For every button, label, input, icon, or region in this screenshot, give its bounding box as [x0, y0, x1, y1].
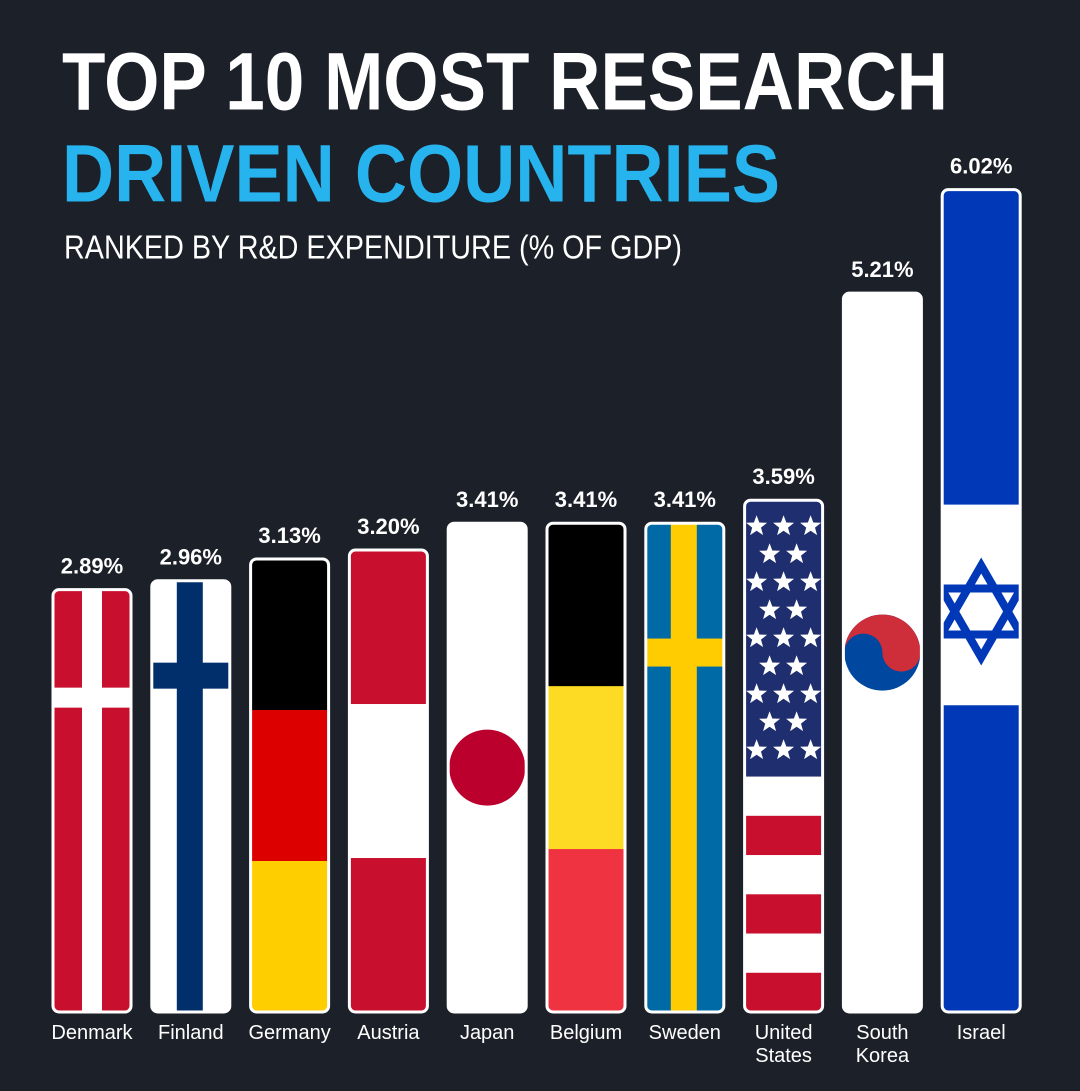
- bar: [51, 588, 133, 1014]
- value-label: 3.13%: [258, 523, 320, 548]
- flag-star: [800, 739, 822, 760]
- value-label: 3.41%: [654, 487, 716, 512]
- flag-star: [746, 683, 768, 704]
- flag-part: [844, 614, 921, 672]
- bar: [841, 291, 923, 1014]
- value-label: 5.21%: [851, 257, 913, 282]
- bar: [940, 188, 1022, 1014]
- flag-part: [744, 815, 823, 856]
- flag-part: [670, 523, 697, 1012]
- value-label: 3.41%: [555, 487, 617, 512]
- flag-part: [82, 589, 102, 1012]
- flag-part: [547, 523, 625, 688]
- bar-flag: [250, 558, 329, 1013]
- bar: [150, 579, 232, 1014]
- flag-part: [250, 860, 329, 1013]
- value-label: 3.41%: [456, 487, 518, 512]
- flag-star: [800, 627, 822, 648]
- flag-part: [53, 687, 131, 708]
- x-tick-label: Japan: [459, 1022, 515, 1044]
- flag-part: [250, 709, 329, 862]
- flag-part: [349, 858, 428, 1012]
- flag-part: [942, 705, 1021, 1013]
- value-label: 2.96%: [160, 545, 222, 570]
- flag-star: [773, 571, 795, 592]
- bar-flag: [547, 523, 625, 1013]
- flag-star: [746, 627, 768, 648]
- x-tick-label: Denmark: [51, 1022, 133, 1044]
- chart-title: TOP 10 MOST RESEARCH: [62, 37, 948, 128]
- flag-part: [744, 894, 823, 934]
- flag-star: [773, 627, 795, 648]
- flag-star: [800, 683, 822, 704]
- value-label: 3.20%: [357, 514, 419, 539]
- bar: [249, 557, 331, 1014]
- x-tick-label: Germany: [248, 1022, 331, 1044]
- flag-star: [759, 711, 781, 732]
- bar-flag: [151, 580, 230, 1012]
- flag-star: [759, 599, 781, 620]
- x-tick-label: South Korea: [855, 1022, 910, 1067]
- flag-star: [773, 739, 795, 760]
- flag-part: [744, 972, 823, 1012]
- flag-star: [773, 683, 795, 704]
- flag-star: [746, 571, 768, 592]
- x-tick-label: Israel: [956, 1022, 1006, 1044]
- value-label: 6.02%: [950, 153, 1012, 178]
- bar: [347, 548, 429, 1014]
- bar: [743, 498, 825, 1014]
- x-tick-label: Finland: [157, 1022, 224, 1044]
- bar-flag: [645, 523, 724, 1012]
- bar-flag: [843, 293, 922, 1012]
- bar: [545, 521, 627, 1014]
- flag-part: [645, 638, 724, 667]
- flag-star: [773, 515, 795, 536]
- x-tick-label: Belgium: [549, 1022, 623, 1044]
- flag-star: [786, 543, 808, 564]
- flag-part: [151, 662, 230, 689]
- bar: [644, 521, 726, 1014]
- flag-star: [800, 515, 822, 536]
- chart-title: DRIVEN COUNTRIES: [62, 129, 780, 220]
- flag-star: [746, 515, 768, 536]
- flag-star: [759, 655, 781, 676]
- bar-flag: [349, 550, 428, 1012]
- bar-flag: [744, 500, 823, 1012]
- chart-subtitle: RANKED BY R&D EXPENDITURE (% OF GDP): [64, 229, 682, 266]
- flag-part: [176, 580, 203, 1012]
- bar: [446, 521, 528, 1014]
- bar-flag: [448, 523, 527, 1012]
- flag-star: [746, 739, 768, 760]
- flag-part: [547, 849, 625, 1013]
- bar-flag: [53, 589, 131, 1012]
- flag-star: [942, 557, 1021, 639]
- flag-part: [449, 729, 526, 806]
- flag-part: [349, 550, 428, 706]
- flag-part: [942, 189, 1021, 505]
- flag-star: [786, 655, 808, 676]
- flag-part: [349, 704, 428, 860]
- flag-part: [547, 686, 625, 851]
- flag-part: [250, 558, 329, 711]
- x-tick-label: Austria: [357, 1022, 420, 1044]
- value-label: 2.89%: [61, 553, 123, 578]
- bar-flag: [942, 189, 1021, 1013]
- flag-star: [942, 584, 1021, 666]
- flag-star: [800, 571, 822, 592]
- x-tick-label: United States: [754, 1022, 813, 1067]
- flag-star: [759, 543, 781, 564]
- x-tick-label: Sweden: [648, 1022, 721, 1044]
- flag-star: [786, 711, 808, 732]
- value-label: 3.59%: [752, 464, 814, 489]
- flag-star: [786, 599, 808, 620]
